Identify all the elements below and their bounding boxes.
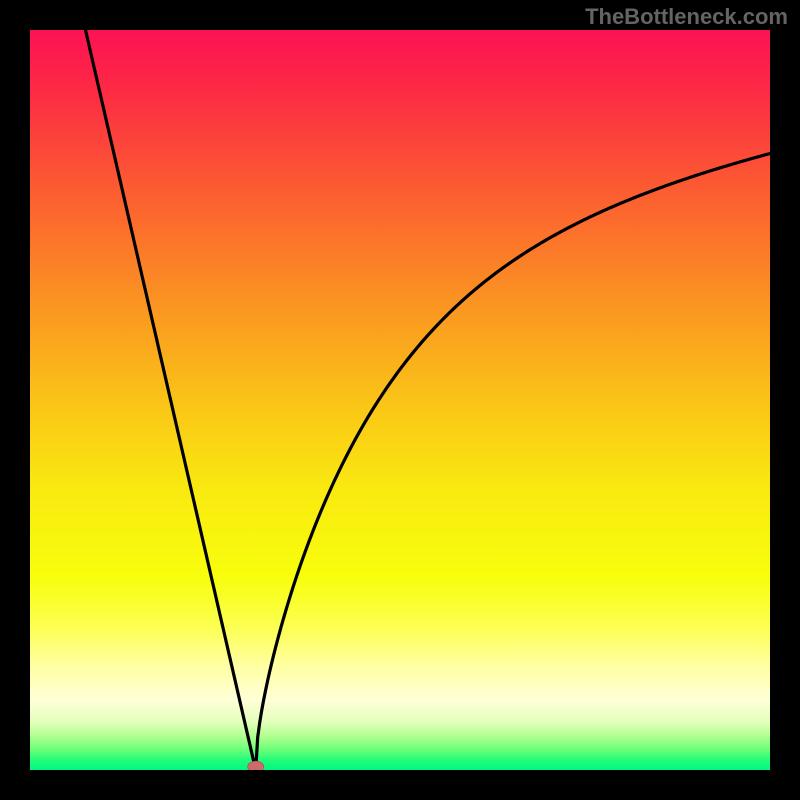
minimum-marker xyxy=(248,761,264,770)
bottleneck-chart xyxy=(30,30,770,770)
frame-right xyxy=(770,0,800,800)
chart-container: TheBottleneck.com xyxy=(0,0,800,800)
watermark-text: TheBottleneck.com xyxy=(585,4,788,30)
frame-bottom xyxy=(0,770,800,800)
frame-left xyxy=(0,0,30,800)
gradient-background xyxy=(30,30,770,770)
